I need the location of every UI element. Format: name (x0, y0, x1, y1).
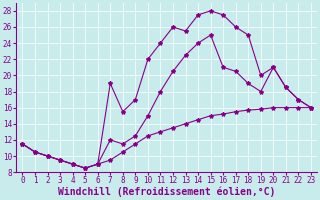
X-axis label: Windchill (Refroidissement éolien,°C): Windchill (Refroidissement éolien,°C) (58, 187, 276, 197)
